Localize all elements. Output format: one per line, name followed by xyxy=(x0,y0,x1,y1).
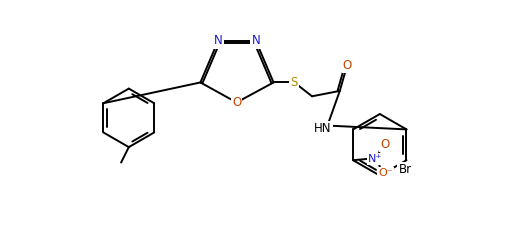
Text: O⁻: O⁻ xyxy=(378,168,393,178)
Text: O: O xyxy=(380,138,389,151)
Text: O: O xyxy=(343,59,352,72)
Text: O: O xyxy=(232,96,241,109)
Text: HN: HN xyxy=(314,122,332,135)
Text: Br: Br xyxy=(399,163,411,176)
Text: N: N xyxy=(251,34,260,47)
Text: S: S xyxy=(290,76,298,89)
Text: N: N xyxy=(214,34,222,47)
Text: N⁺: N⁺ xyxy=(368,154,383,164)
